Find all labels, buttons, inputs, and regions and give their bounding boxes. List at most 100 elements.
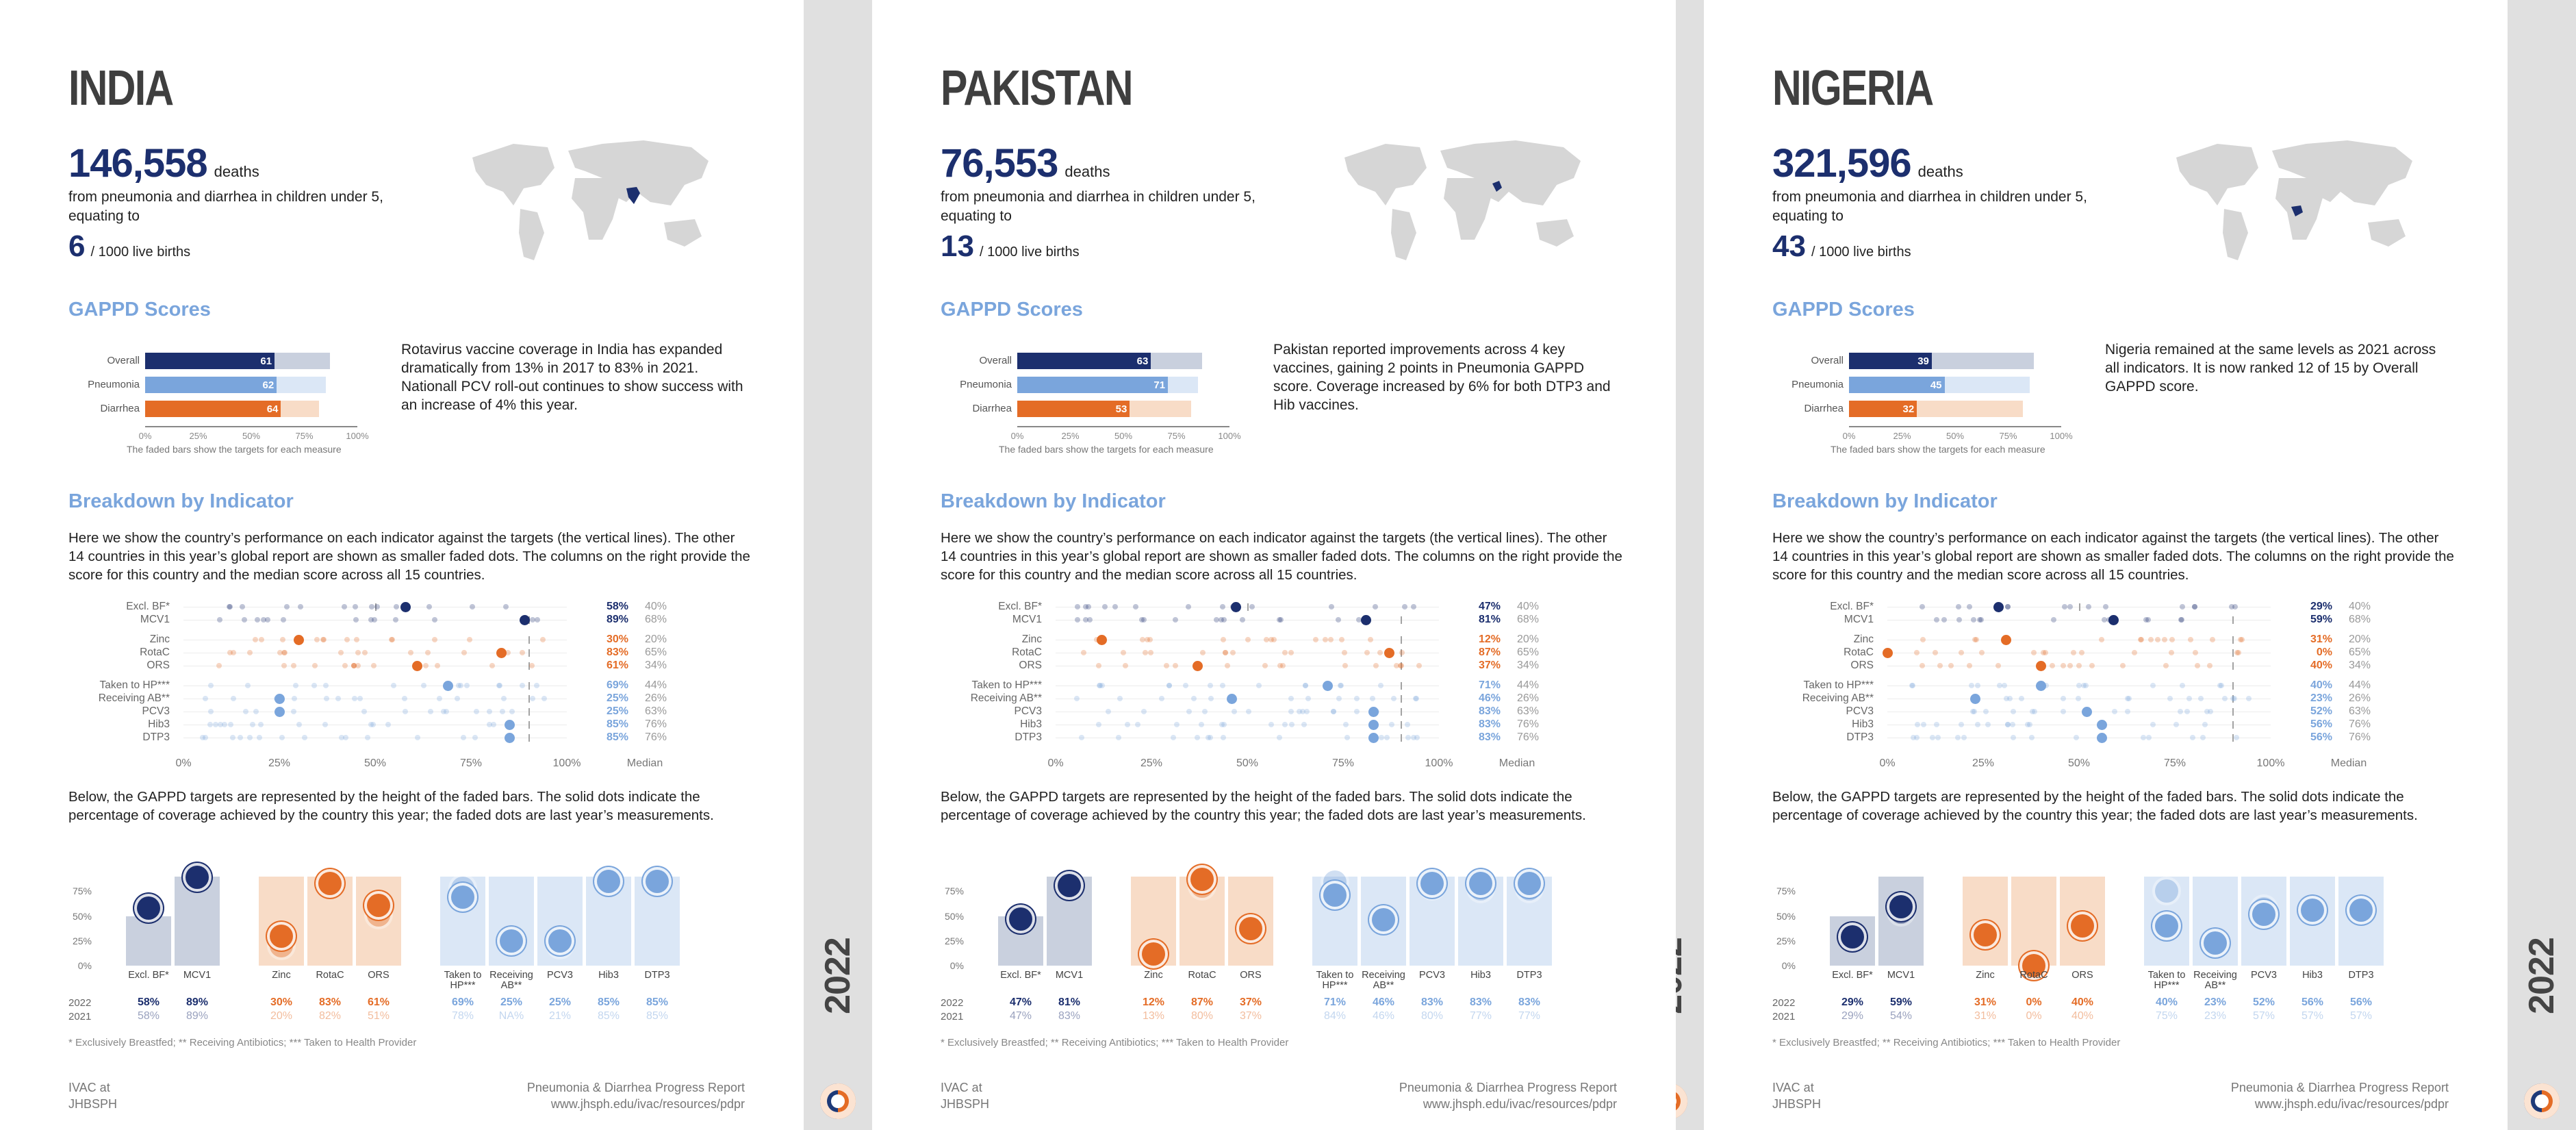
other-country-dot: [280, 637, 286, 642]
other-country-dot: [2131, 650, 2137, 655]
world-map-svg: [1344, 140, 1581, 260]
other-country-dot: [1078, 735, 1084, 740]
value-2022: 87%: [1190, 996, 1214, 1008]
indicator-label: PCV3: [1014, 705, 1043, 717]
score-axis-tick: 25%: [1061, 431, 1080, 441]
value-2022: 89%: [186, 996, 209, 1008]
footer-report-url[interactable]: www.jhsph.edu/ivac/resources/pdpr: [1423, 1097, 1617, 1111]
footer-report-url[interactable]: www.jhsph.edu/ivac/resources/pdpr: [550, 1097, 745, 1111]
column-y-tick: 0%: [949, 960, 964, 971]
indicator-label: ORS: [146, 660, 170, 671]
value-2021: 21%: [548, 1010, 572, 1022]
other-country-dot: [243, 709, 249, 714]
other-country-dot: [2245, 696, 2252, 701]
other-country-dot: [1159, 696, 1165, 701]
other-country-dot: [351, 663, 357, 668]
other-country-dot: [364, 735, 370, 740]
other-country-dot: [1202, 709, 1208, 714]
other-country-dot: [391, 683, 397, 688]
other-country-dot: [1995, 663, 2001, 668]
other-country-dot: [258, 722, 264, 727]
other-country-dot: [1116, 735, 1122, 740]
other-country-dot: [260, 617, 266, 623]
other-country-dot: [2006, 696, 2013, 701]
current-year-dot: [1142, 942, 1165, 966]
column-label: Receiving AB**: [1362, 970, 1405, 991]
other-country-dot: [2043, 683, 2049, 688]
other-country-dot: [1911, 735, 1917, 740]
country-indicator-dot: [274, 693, 285, 704]
score-axis-tick: 100%: [2050, 431, 2073, 441]
footer-org-line1: IVAC at: [941, 1081, 982, 1094]
other-country-dot: [1997, 683, 2003, 688]
score-axis-tick: 0%: [138, 431, 152, 441]
page-spine: 2022: [804, 0, 872, 1130]
other-country-dot: [529, 663, 535, 668]
other-country-dot: [2208, 709, 2214, 714]
other-country-dot: [1982, 709, 1989, 714]
other-country-dot: [489, 663, 495, 668]
indicator-median: 68%: [1516, 614, 1539, 625]
country-indicator-dot: [2097, 732, 2108, 743]
other-country-dot: [2162, 637, 2168, 642]
indicator-median: 76%: [2348, 731, 2371, 743]
other-country-dot: [1231, 709, 1237, 714]
value-2021: 20%: [270, 1010, 293, 1022]
indicator-dot-chart: Excl. BF* 58% 40% MCV1 89% 68% Zinc 30% 20% RotaC…: [68, 599, 698, 777]
indicator-score: 69%: [606, 679, 628, 691]
other-country-dot: [466, 637, 472, 642]
footer-org: IVAC at JHBSPH: [1772, 1079, 1821, 1112]
indicator-score: 23%: [2310, 692, 2332, 704]
other-country-dot: [323, 683, 329, 688]
other-country-dot: [321, 637, 327, 642]
other-country-dot: [342, 735, 348, 740]
other-country-dot: [1277, 617, 1283, 623]
other-country-dot: [357, 696, 363, 701]
value-2021: 80%: [1420, 1010, 1444, 1022]
year-2022-label: 2022: [941, 997, 964, 1009]
other-country-dot: [1961, 735, 1967, 740]
other-country-dot: [1281, 722, 1288, 727]
indicator-dot-chart: Excl. BF* 29% 40% MCV1 59% 68% Zinc 31% 20% RotaC…: [1772, 599, 2402, 777]
indicator-score: 59%: [2310, 614, 2332, 625]
other-country-dot: [2194, 663, 2200, 668]
indicator-score: 83%: [1478, 718, 1501, 730]
other-country-dot: [500, 696, 507, 701]
column-label: PCV3: [547, 970, 573, 981]
value-2022: 25%: [548, 996, 572, 1008]
indicator-target-line: [2232, 662, 2234, 670]
other-country-dot: [1139, 637, 1145, 642]
value-2022: 37%: [1239, 996, 1262, 1008]
column-label: Receiving AB**: [2193, 970, 2237, 991]
other-country-dot: [1106, 709, 1112, 714]
indicator-target-line: [2232, 708, 2234, 716]
footer-report-url[interactable]: www.jhsph.edu/ivac/resources/pdpr: [2254, 1097, 2449, 1111]
other-country-dot: [539, 637, 546, 642]
below-description: Below, the GAPPD targets are represented…: [68, 789, 714, 823]
column-target-bar: [175, 876, 220, 966]
deaths-line: 321,596 deaths: [1772, 140, 2128, 186]
indicator-median: 34%: [644, 660, 667, 671]
other-country-dot: [1122, 663, 1128, 668]
other-country-dot: [324, 696, 330, 701]
current-year-dot: [1009, 907, 1032, 931]
column-target-bar: [126, 916, 171, 966]
other-country-dot: [246, 650, 253, 655]
score-row-0: Overall 61: [68, 353, 383, 369]
indicator-score: 40%: [2310, 660, 2332, 671]
other-country-dot: [1208, 696, 1214, 701]
other-country-dot: [2191, 604, 2197, 610]
other-country-dot: [1384, 735, 1390, 740]
value-2021: 58%: [137, 1010, 160, 1022]
current-year-dot: [1889, 895, 1913, 919]
other-country-dot: [2009, 722, 2015, 727]
country-indicator-dot: [1368, 719, 1379, 730]
other-country-dot: [2143, 617, 2150, 623]
other-country-dot: [2197, 696, 2204, 701]
other-country-dot: [1271, 637, 1277, 642]
other-country-dot: [1087, 617, 1093, 623]
other-country-dot: [1135, 722, 1141, 727]
below-description: Below, the GAPPD targets are represented…: [1772, 789, 2418, 823]
other-country-dot: [362, 650, 368, 655]
other-country-dot: [426, 604, 433, 610]
